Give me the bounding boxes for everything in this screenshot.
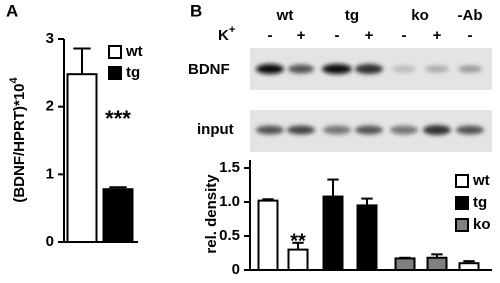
row-label-sup: + <box>229 24 235 36</box>
row-label-text: K <box>218 27 229 44</box>
bar <box>394 257 416 272</box>
lane-sign: + <box>433 27 442 44</box>
lane-sign: + <box>297 27 306 44</box>
legend-label: tg <box>126 64 140 81</box>
y-tick-label: 2 <box>46 98 54 115</box>
bar <box>257 199 279 271</box>
lane-label: ko <box>411 7 429 24</box>
lane-sign: - <box>402 27 407 44</box>
bar <box>426 256 448 272</box>
bar <box>287 248 309 272</box>
y-tick-label: 1.0 <box>219 193 240 210</box>
blot-label: input <box>197 121 234 138</box>
y-tick-label: 0.5 <box>219 227 240 244</box>
y-tick-label: 1.5 <box>219 159 240 176</box>
gel-image <box>250 48 492 152</box>
y-axis-label-text: (BDNF/HPRT)*10 <box>11 83 28 202</box>
bar <box>322 195 344 271</box>
lane-sign: - <box>335 27 340 44</box>
y-axis-label: rel. density <box>203 174 220 254</box>
y-axis-label-text: rel. density <box>203 174 220 254</box>
blot-label: BDNF <box>188 61 230 78</box>
legend-label: tg <box>473 194 487 211</box>
lane-label: -Ab <box>458 7 483 24</box>
panel-label: B <box>190 1 202 20</box>
lane-sign: + <box>365 27 374 44</box>
legend-swatch <box>455 218 469 232</box>
panel-label: A <box>6 1 18 20</box>
row-label: K+ <box>218 24 235 44</box>
y-axis-label-sup: 4 <box>8 76 20 83</box>
legend-label: wt <box>472 172 490 189</box>
annotation: *** <box>105 106 131 131</box>
lane-label: tg <box>345 7 359 24</box>
bar <box>356 204 378 271</box>
legend-swatch <box>108 66 122 80</box>
bar <box>458 262 480 272</box>
legend-label: wt <box>125 43 143 60</box>
lane-sign: - <box>468 27 473 44</box>
legend-swatch <box>108 45 122 59</box>
lane-sign: - <box>268 27 273 44</box>
y-tick-label: 3 <box>46 30 54 47</box>
annotation: ** <box>290 230 306 252</box>
y-tick-label: 1 <box>46 165 54 182</box>
legend-swatch <box>455 196 469 210</box>
legend-label: ko <box>473 216 491 233</box>
lane-label: wt <box>276 7 294 24</box>
legend-swatch <box>455 174 469 188</box>
bar <box>66 73 98 244</box>
y-tick-label: 0 <box>46 233 54 250</box>
y-tick-label: 0 <box>232 261 240 278</box>
y-axis-label: (BDNF/HPRT)*104 <box>8 76 28 202</box>
bar <box>102 188 134 243</box>
